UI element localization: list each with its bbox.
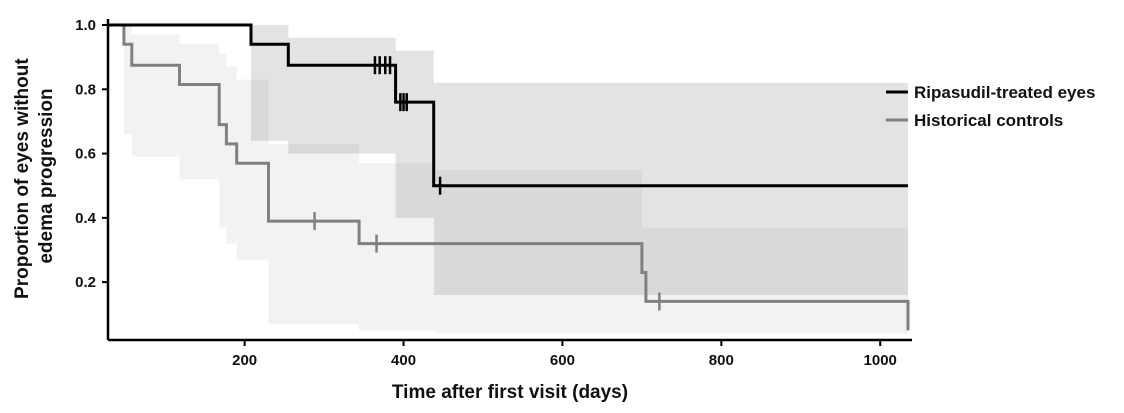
censor-marks — [313, 56, 661, 311]
y-tick-label-0: 0.2 — [75, 274, 96, 291]
ci-band-segment-s0-1 — [288, 37, 396, 154]
series-line-0 — [108, 23, 908, 188]
ci-band-segment-s1-1 — [131, 34, 180, 157]
y-tick-label-4: 1.0 — [75, 17, 96, 34]
ci-band-segment-s1-7 — [359, 163, 436, 331]
legend-label-0: Ripasudil-treated eyes — [914, 83, 1095, 102]
x-axis-title: Time after first visit (days) — [392, 382, 628, 403]
survival-curves — [108, 23, 910, 331]
ci-band-segment-s1-0 — [123, 25, 132, 135]
ci-band-segment-s0-0 — [251, 25, 289, 141]
ci-band-segment-s1-5 — [236, 79, 269, 260]
y-axis-title: Proportion of eyes without edema progres… — [12, 53, 57, 299]
confidence-bands — [123, 25, 909, 334]
axes — [102, 19, 912, 346]
ci-band-segment-s1-9 — [641, 227, 909, 334]
ci-band-segment-s1-8 — [435, 169, 642, 334]
ci-band-segment-s0-3 — [433, 82, 909, 295]
x-tick-label-3: 800 — [709, 352, 734, 369]
y-tick-label-1: 0.4 — [75, 210, 97, 227]
ci-band-segment-s1-3 — [219, 53, 227, 228]
y-axis-title-line-2: edema progression — [36, 88, 57, 263]
legend-label-1: Historical controls — [914, 111, 1063, 130]
y-tick-label-2: 0.6 — [75, 146, 96, 163]
tick-labels: 200 400 600 800 1000 0.2 0.4 0.6 0.8 1.0 — [75, 17, 897, 369]
ci-band-segment-s1-6 — [268, 143, 360, 324]
series-line-1 — [108, 23, 910, 331]
ci-band-segment-s1-2 — [179, 44, 220, 180]
x-tick-label-2: 600 — [550, 352, 575, 369]
x-tick-label-4: 1000 — [864, 352, 897, 369]
ci-band-segment-s0-2 — [395, 50, 434, 218]
y-tick-label-3: 0.8 — [75, 81, 96, 98]
x-tick-label-1: 400 — [391, 352, 416, 369]
legend: Ripasudil-treated eyes Historical control… — [886, 83, 1095, 130]
y-axis-title-line-1: Proportion of eyes without — [12, 58, 33, 299]
x-tick-label-0: 200 — [232, 352, 257, 369]
ci-band-segment-s1-4 — [226, 66, 237, 244]
